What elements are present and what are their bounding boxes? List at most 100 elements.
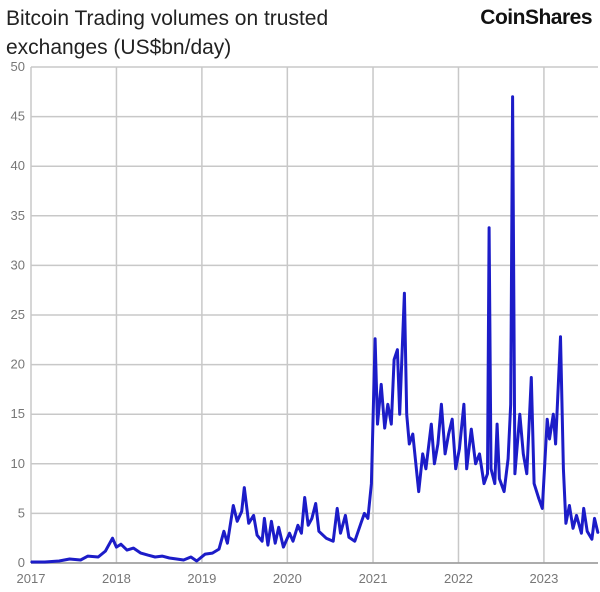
data-point [509, 403, 512, 406]
data-point [297, 524, 299, 527]
data-point [236, 520, 239, 523]
data-point [367, 517, 369, 520]
data-point [267, 544, 269, 546]
data-point [270, 520, 273, 523]
data-point [97, 556, 99, 558]
x-tick-label: 2019 [187, 571, 216, 586]
data-point [161, 555, 163, 557]
data-point [575, 514, 578, 517]
data-point [451, 418, 453, 420]
data-point [386, 403, 389, 406]
data-point [360, 522, 362, 525]
data-point [380, 383, 383, 386]
x-tick-label: 2021 [359, 571, 388, 586]
y-tick-label: 40 [11, 158, 25, 173]
y-tick-label: 30 [11, 257, 25, 272]
data-point [318, 530, 320, 533]
data-point [344, 514, 347, 517]
data-point [591, 538, 593, 540]
data-point [440, 403, 443, 406]
data-point [425, 467, 427, 470]
data-point [300, 532, 303, 535]
data-point [211, 552, 214, 554]
data-point [223, 530, 225, 533]
data-point [182, 559, 185, 561]
data-point [408, 443, 411, 445]
data-point [132, 547, 135, 549]
data-point [240, 510, 243, 513]
y-tick-label: 20 [11, 357, 25, 372]
data-point [282, 546, 285, 548]
data-point [478, 453, 481, 455]
data-point [486, 472, 489, 475]
volume-series-line [31, 95, 600, 564]
data-point [519, 413, 521, 416]
data-point [559, 336, 562, 338]
x-tick-label: 2022 [444, 571, 473, 586]
data-point [376, 423, 379, 425]
data-point [490, 467, 492, 470]
data-point [126, 549, 128, 551]
y-tick-label: 35 [11, 208, 25, 223]
data-point [526, 472, 528, 475]
data-point [325, 537, 328, 539]
data-point [398, 413, 401, 416]
data-point [447, 433, 450, 435]
y-tick-label: 25 [11, 307, 25, 322]
data-point [44, 561, 46, 563]
data-point [104, 550, 107, 552]
data-point [580, 532, 583, 535]
data-point [68, 558, 71, 560]
data-point [586, 530, 589, 533]
x-tick-label: 2018 [102, 571, 131, 586]
data-point [139, 552, 142, 554]
data-point [154, 556, 156, 558]
data-point [493, 482, 496, 485]
data-point [396, 348, 399, 351]
data-point [417, 490, 420, 493]
data-point [58, 560, 60, 562]
data-point [546, 418, 548, 420]
data-point [204, 553, 206, 555]
data-point [530, 376, 533, 379]
data-point [533, 482, 535, 485]
data-point [232, 504, 235, 507]
y-tick-label: 5 [18, 505, 25, 520]
y-tick-label: 0 [18, 555, 25, 570]
data-point [339, 532, 342, 535]
data-point [412, 433, 414, 435]
data-point [433, 463, 436, 465]
data-point [115, 546, 118, 548]
data-point [437, 443, 439, 445]
data-point [261, 540, 263, 542]
data-point [463, 403, 465, 406]
y-tick-label: 50 [11, 59, 25, 74]
data-point [288, 532, 291, 535]
data-point [474, 463, 477, 465]
data-point [568, 504, 571, 507]
data-point [120, 543, 122, 545]
data-point [332, 540, 335, 542]
data-point [514, 472, 516, 475]
data-point [175, 558, 178, 560]
data-point [537, 497, 540, 500]
data-point [195, 560, 198, 562]
x-tick-label: 2023 [529, 571, 558, 586]
data-point [470, 428, 473, 430]
data-point [311, 517, 313, 520]
data-point [87, 555, 89, 557]
data-point [403, 292, 406, 294]
data-point [336, 507, 339, 510]
data-point [79, 559, 82, 561]
data-point [226, 542, 229, 544]
data-point [247, 522, 250, 525]
chart-title: Bitcoin Trading volumes on trusted excha… [6, 7, 329, 59]
coinshares-logo: CoinShares [480, 6, 592, 29]
data-point [582, 507, 585, 510]
y-tick-label: 10 [11, 456, 25, 471]
data-point [483, 482, 485, 485]
data-point [252, 514, 255, 517]
data-point [458, 448, 461, 450]
data-point [454, 467, 457, 470]
